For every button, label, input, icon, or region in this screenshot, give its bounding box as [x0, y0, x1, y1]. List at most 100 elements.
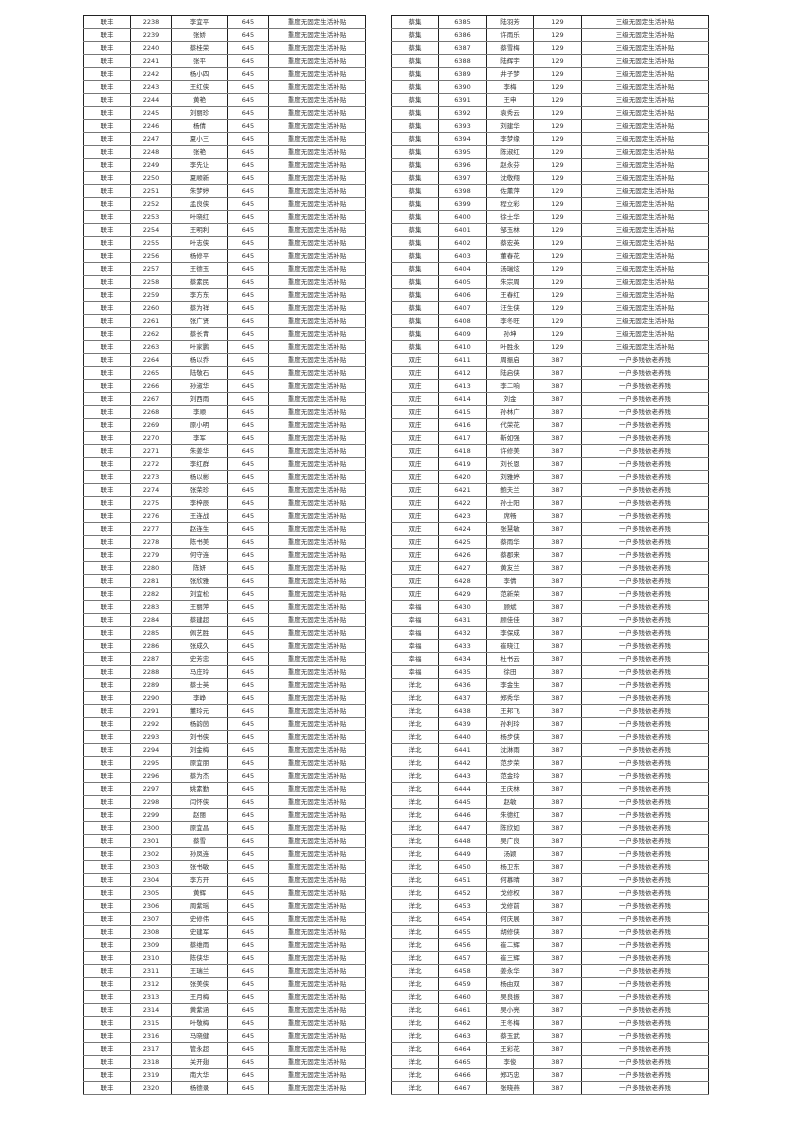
subsidy-type-cell: 重度无固定生活补贴	[268, 249, 366, 263]
id-cell: 2259	[130, 288, 172, 302]
table-row: 联丰 2238 李宜平 645 重度无固定生活补贴	[83, 15, 366, 29]
amount-cell: 645	[227, 1029, 269, 1043]
name-cell: 赵永芬	[486, 158, 534, 172]
name-cell: 范新荣	[486, 587, 534, 601]
table-row: 幸福 6430 顾斌 387 一户多残依老养残	[391, 600, 709, 614]
table-row: 幸福 6431 顾佳佳 387 一户多残依老养残	[391, 613, 709, 627]
subsidy-type-cell: 一户多残依老养残	[581, 1068, 709, 1082]
subsidy-type-cell: 重度无固定生活补贴	[268, 405, 366, 419]
name-cell: 李先让	[171, 158, 228, 172]
subsidy-type-cell: 重度无固定生活补贴	[268, 951, 366, 965]
name-cell: 佐薰萍	[486, 184, 534, 198]
subsidy-type-cell: 一户多残依老养残	[581, 496, 709, 510]
table-row: 蔡集 6396 赵永芬 129 三级无固定生活补贴	[391, 158, 709, 172]
table-row: 联丰 2316 马晓健 645 重度无固定生活补贴	[83, 1029, 366, 1043]
amount-cell: 645	[227, 145, 269, 159]
table-row: 蔡集 6388 陆辉宇 129 三级无固定生活补贴	[391, 54, 709, 68]
id-cell: 2273	[130, 470, 172, 484]
amount-cell: 387	[533, 951, 582, 965]
name-cell: 陆辉宇	[486, 54, 534, 68]
id-cell: 2294	[130, 743, 172, 757]
subsidy-type-cell: 三级无固定生活补贴	[581, 301, 709, 315]
name-cell: 孙坤	[486, 327, 534, 341]
amount-cell: 645	[227, 821, 269, 835]
amount-cell: 129	[533, 41, 582, 55]
table-row: 联丰 2259 李方东 645 重度无固定生活补贴	[83, 288, 366, 302]
town-cell: 洋北	[391, 678, 439, 692]
id-cell: 6392	[438, 106, 487, 120]
subsidy-type-cell: 重度无固定生活补贴	[268, 743, 366, 757]
amount-cell: 645	[227, 1016, 269, 1030]
name-cell: 李方开	[171, 873, 228, 887]
amount-cell: 387	[533, 886, 582, 900]
subsidy-type-cell: 重度无固定生活补贴	[268, 28, 366, 42]
table-row: 双庄 6414 刘金 387 一户多残依老养残	[391, 392, 709, 406]
subsidy-type-cell: 重度无固定生活补贴	[268, 496, 366, 510]
subsidy-type-cell: 重度无固定生活补贴	[268, 275, 366, 289]
subsidy-type-cell: 一户多残依老养残	[581, 743, 709, 757]
table-row: 洋北 6459 杨由双 387 一户多残依老养残	[391, 977, 709, 991]
town-cell: 联丰	[83, 67, 131, 81]
table-row: 双庄 6415 孙林广 387 一户多残依老养残	[391, 405, 709, 419]
id-cell: 2251	[130, 184, 172, 198]
id-cell: 2243	[130, 80, 172, 94]
id-cell: 6394	[438, 132, 487, 146]
table-row: 蔡集 6402 蔡宏英 129 三级无固定生活补贴	[391, 236, 709, 250]
id-cell: 6436	[438, 678, 487, 692]
name-cell: 王明利	[171, 223, 228, 237]
name-cell: 戈修前	[486, 899, 534, 913]
name-cell: 徐田	[486, 665, 534, 679]
id-cell: 6409	[438, 327, 487, 341]
amount-cell: 645	[227, 314, 269, 328]
amount-cell: 387	[533, 574, 582, 588]
town-cell: 联丰	[83, 1068, 131, 1082]
subsidy-type-cell: 重度无固定生活补贴	[268, 691, 366, 705]
amount-cell: 387	[533, 821, 582, 835]
name-cell: 陈淑红	[486, 145, 534, 159]
amount-cell: 645	[227, 925, 269, 939]
subsidy-type-cell: 重度无固定生活补贴	[268, 197, 366, 211]
name-cell: 姜永华	[486, 964, 534, 978]
name-cell: 刘书侠	[171, 730, 228, 744]
subsidy-type-cell: 重度无固定生活补贴	[268, 1029, 366, 1043]
id-cell: 2286	[130, 639, 172, 653]
town-cell: 洋北	[391, 821, 439, 835]
amount-cell: 645	[227, 704, 269, 718]
subsidy-type-cell: 重度无固定生活补贴	[268, 509, 366, 523]
name-cell: 蔡雨华	[486, 535, 534, 549]
amount-cell: 387	[533, 522, 582, 536]
amount-cell: 645	[227, 327, 269, 341]
table-row: 联丰 2257 王德玉 645 重度无固定生活补贴	[83, 262, 366, 276]
town-cell: 洋北	[391, 1029, 439, 1043]
town-cell: 双庄	[391, 353, 439, 367]
town-cell: 联丰	[83, 288, 131, 302]
name-cell: 李倩	[486, 574, 534, 588]
name-cell: 关开翅	[171, 1055, 228, 1069]
table-row: 洋北 6447 陈欣如 387 一户多残依老养残	[391, 821, 709, 835]
subsidy-type-cell: 重度无固定生活补贴	[268, 639, 366, 653]
subsidy-type-cell: 一户多残依老养残	[581, 769, 709, 783]
amount-cell: 645	[227, 379, 269, 393]
town-cell: 蔡集	[391, 262, 439, 276]
name-cell: 刘金	[486, 392, 534, 406]
amount-cell: 387	[533, 782, 582, 796]
id-cell: 2241	[130, 54, 172, 68]
subsidy-type-cell: 重度无固定生活补贴	[268, 847, 366, 861]
id-cell: 6439	[438, 717, 487, 731]
id-cell: 6454	[438, 912, 487, 926]
name-cell: 崔三辉	[486, 951, 534, 965]
town-cell: 联丰	[83, 80, 131, 94]
table-row: 联丰 2269 原小明 645 重度无固定生活补贴	[83, 418, 366, 432]
town-cell: 联丰	[83, 561, 131, 575]
town-cell: 洋北	[391, 730, 439, 744]
name-cell: 李二响	[486, 379, 534, 393]
town-cell: 联丰	[83, 912, 131, 926]
town-cell: 洋北	[391, 1016, 439, 1030]
id-cell: 6432	[438, 626, 487, 640]
id-cell: 6458	[438, 964, 487, 978]
table-row: 联丰 2263 叶家鹏 645 重度无固定生活补贴	[83, 340, 366, 354]
subsidy-type-cell: 重度无固定生活补贴	[268, 236, 366, 250]
name-cell: 南大华	[171, 1068, 228, 1082]
town-cell: 双庄	[391, 496, 439, 510]
town-cell: 联丰	[83, 431, 131, 445]
